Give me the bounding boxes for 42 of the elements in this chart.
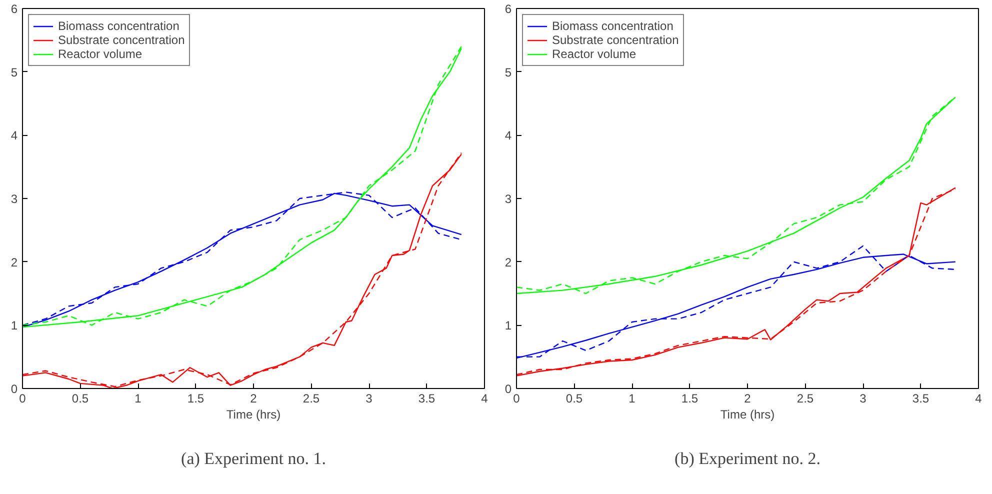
legend-label: Substrate concentration [58,33,185,47]
y-tick-label: 2 [504,255,512,270]
x-tick-label: 1.5 [187,392,204,406]
x-tick-label: 0 [513,392,520,406]
x-tick-label: 2.5 [796,392,814,406]
x-tick-label: 0.5 [566,392,583,406]
y-tick-label: 3 [10,192,18,206]
y-tick-label: 4 [504,128,512,143]
y-tick-label: 6 [10,2,18,16]
y-tick-label: 3 [504,192,512,206]
legend-label: Reactor volume [552,47,636,61]
y-tick-label: 5 [10,65,18,80]
y-tick-label: 0 [504,382,512,396]
y-tick-label: 1 [504,318,512,333]
y-tick-label: 1 [10,318,18,333]
x-tick-label: 3.5 [418,392,436,406]
x-tick-label: 0.5 [72,392,89,406]
text: (b) Experiment no. 2. [674,449,820,468]
y-tick-label: 0 [10,382,18,396]
x-tick-label: 2.5 [302,392,320,406]
x-tick-label: 3 [860,392,867,406]
x-axis-title: Time (hrs) [226,408,281,422]
y-tick-label: 2 [10,255,18,270]
x-axis-title: Time (hrs) [720,408,775,422]
x-tick-label: 3 [366,392,373,406]
legend-label: Biomass concentration [552,19,674,33]
y-tick-label: 4 [10,128,18,143]
x-tick-label: 1.5 [681,392,698,406]
legend-label: Substrate concentration [552,33,679,47]
y-tick-label: 5 [504,65,512,80]
x-tick-label: 2 [250,392,258,406]
x-tick-label: 4 [481,392,488,406]
legend-label: Reactor volume [58,47,142,61]
legend-label: Biomass concentration [58,19,180,33]
x-tick-label: 2 [744,392,752,406]
x-tick-label: 1 [134,392,142,406]
x-tick-label: 3.5 [912,392,930,406]
x-tick-label: 1 [628,392,636,406]
text: (a) Experiment no. 1. [181,449,326,468]
y-tick-label: 6 [504,2,512,16]
x-tick-label: 4 [975,392,982,406]
x-tick-label: 0 [19,392,26,406]
